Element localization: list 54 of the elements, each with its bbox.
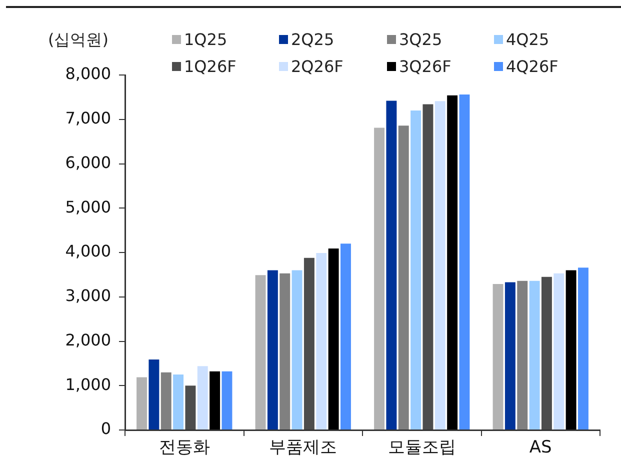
bar (267, 270, 278, 430)
y-tick-label: 3,000 (65, 286, 111, 306)
y-tick-label: 6,000 (65, 152, 111, 172)
bar (398, 126, 409, 430)
y-tick-label: 0 (100, 419, 111, 438)
legend-label: 3Q26F (399, 57, 452, 76)
bar (328, 248, 339, 430)
legend-label: 4Q26F (506, 57, 558, 76)
bar (210, 371, 220, 430)
x-tick-label: 부품제조 (269, 438, 338, 458)
bar (292, 270, 302, 430)
y-tick-label: 5,000 (65, 197, 111, 216)
bar (434, 101, 446, 430)
legend-label: 1Q26F (184, 57, 236, 76)
x-tick-label: AS (529, 438, 552, 458)
x-tick-label: 모듈조립 (388, 438, 456, 458)
bar (316, 252, 327, 430)
bar (422, 104, 434, 430)
bar (173, 374, 184, 430)
legend-label: 2Q25 (291, 30, 334, 49)
bar (197, 366, 208, 430)
bar (160, 372, 172, 430)
bar (222, 371, 232, 430)
bar (136, 377, 148, 430)
legend-label: 1Q25 (184, 30, 228, 49)
bar (280, 273, 290, 430)
bar (185, 386, 196, 430)
bar (492, 284, 504, 430)
bar (447, 95, 458, 430)
y-tick-label: 7,000 (65, 108, 111, 128)
legend-label: 3Q25 (399, 30, 442, 49)
y-axis-title: (십억원) (48, 30, 108, 51)
bar (340, 244, 351, 430)
x-tick-label: 전동화 (158, 438, 210, 458)
bar (578, 268, 588, 430)
legend-label: 4Q25 (506, 30, 550, 49)
y-tick-label: 4,000 (65, 242, 111, 261)
bar (504, 282, 516, 430)
bar (374, 128, 385, 430)
legend-label: 2Q26F (291, 57, 344, 76)
bar (148, 359, 160, 430)
bar (517, 280, 528, 430)
bar (410, 110, 422, 430)
bar (459, 94, 470, 430)
bar (529, 280, 540, 430)
bar (386, 100, 397, 430)
bar (554, 273, 564, 430)
bar (541, 276, 552, 430)
y-tick-label: 1,000 (65, 374, 111, 394)
y-tick-label: 8,000 (65, 64, 111, 84)
y-tick-label: 2,000 (65, 330, 111, 350)
bar (255, 275, 266, 430)
bar (304, 258, 314, 430)
bar (566, 270, 576, 430)
